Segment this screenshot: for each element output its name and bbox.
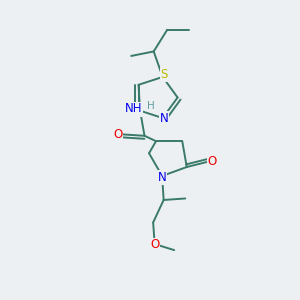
Text: O: O [207, 155, 217, 168]
Text: O: O [150, 238, 159, 251]
Text: S: S [160, 68, 168, 81]
Text: O: O [113, 128, 122, 141]
Text: N: N [160, 112, 169, 124]
Text: H: H [147, 101, 154, 111]
Text: NH: NH [125, 102, 142, 115]
Text: N: N [158, 171, 167, 184]
Text: N: N [133, 104, 141, 117]
